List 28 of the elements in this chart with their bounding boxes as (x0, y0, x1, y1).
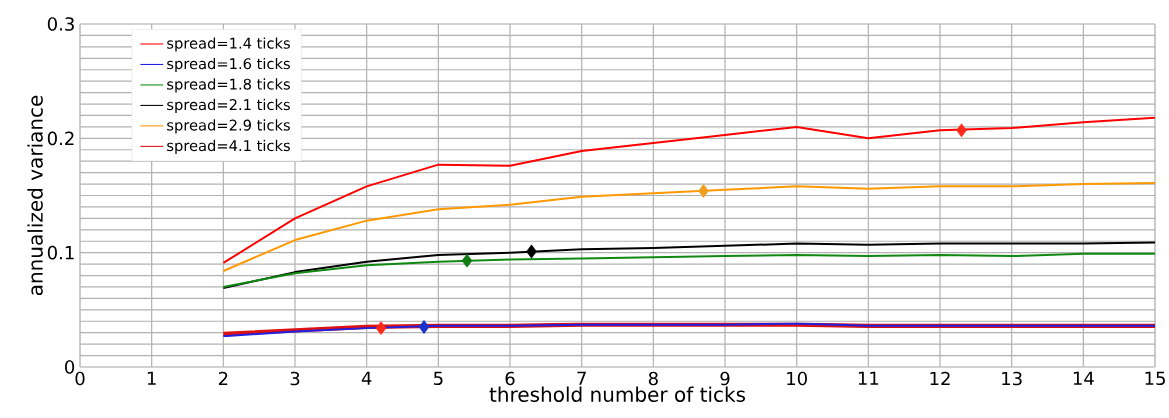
legend-label: spread=1.4 ticks (167, 37, 290, 52)
y-tick-label: 0.2 (47, 131, 74, 146)
x-tick-label: 15 (1145, 371, 1165, 386)
legend-label: spread=1.6 ticks (167, 57, 290, 73)
x-tick-label: 0 (75, 371, 85, 386)
legend-label: spread=1.8 ticks (167, 78, 290, 93)
x-tick-label: 2 (218, 371, 228, 386)
x-tick-label: 8 (648, 371, 658, 386)
x-tick-label: 1 (147, 371, 156, 385)
x-tick-label: 11 (858, 371, 879, 385)
x-tick-label: 9 (720, 371, 730, 386)
x-tick-label: 13 (1002, 371, 1022, 386)
x-tick-label: 5 (434, 371, 443, 386)
y-tick-label: 0.3 (47, 17, 74, 31)
legend-label: spread=2.1 ticks (167, 98, 290, 114)
legend-label: spread=2.9 ticks (167, 119, 290, 134)
x-tick-label: 10 (787, 371, 807, 386)
x-tick-label: 12 (930, 371, 950, 386)
x-tick-label: 6 (505, 371, 515, 386)
x-tick-label: 4 (361, 371, 372, 385)
x-axis-title: threshold number of ticks (489, 386, 746, 402)
y-tick-label: 0.1 (47, 245, 74, 260)
x-tick-label: 3 (290, 371, 300, 386)
y-tick-label: 0 (65, 360, 75, 374)
x-tick-label: 14 (1073, 371, 1094, 385)
y-axis-title: annualized variance (27, 95, 43, 296)
legend-label: spread=4.1 ticks (167, 139, 290, 154)
x-tick-label: 7 (577, 371, 586, 385)
